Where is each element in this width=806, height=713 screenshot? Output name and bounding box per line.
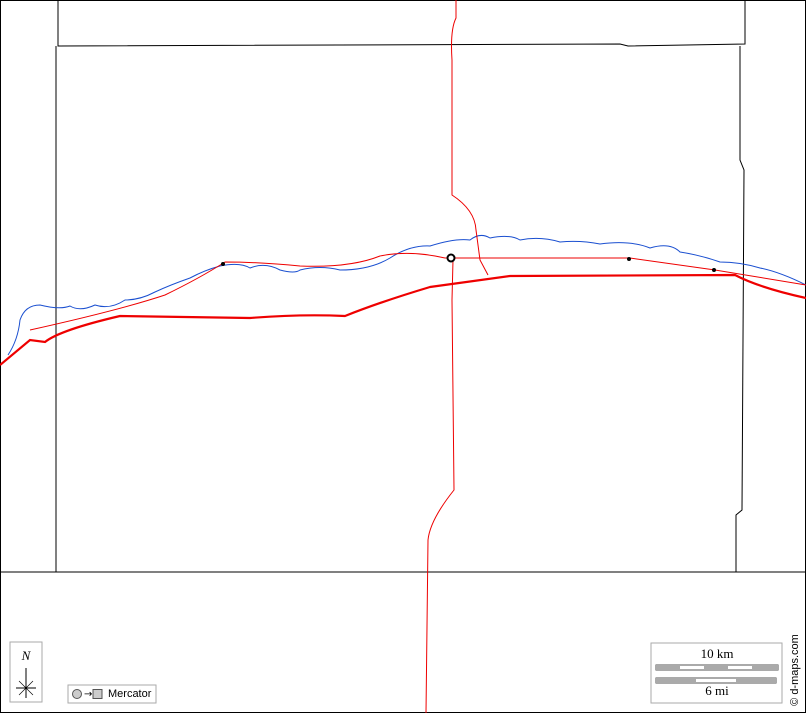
projection-box: → Mercator: [67, 684, 157, 704]
scale-bar: 10 km 6 mi: [650, 642, 783, 704]
svg-text:→: →: [84, 689, 92, 700]
compass: N: [9, 641, 43, 703]
borders: [0, 0, 806, 573]
credit: © d-maps.com: [789, 634, 801, 706]
town: [627, 257, 631, 261]
north-label: N: [21, 648, 32, 663]
city: [446, 253, 456, 263]
projection-label: Mercator: [108, 688, 152, 700]
scale-km: 10 km: [701, 646, 734, 661]
town: [712, 268, 716, 272]
river: [7, 234, 806, 356]
scale-mi: 6 mi: [705, 683, 729, 698]
town: [221, 262, 225, 266]
